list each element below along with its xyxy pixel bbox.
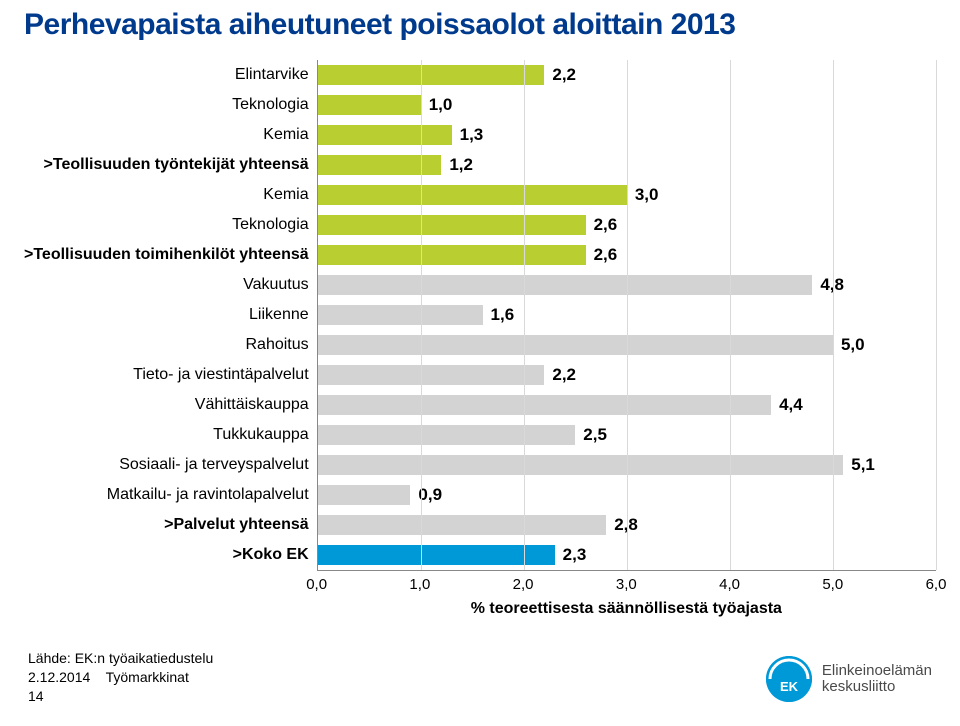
bar [318,215,586,235]
bar-value: 2,8 [606,510,638,540]
bar [318,155,442,175]
x-axis-label: % teoreettisesta säännöllisestä työajast… [317,600,936,618]
category-label: >Teollisuuden työntekijät yhteensä [44,150,309,180]
bar [318,365,545,385]
category-label: Tukkukauppa [213,420,308,450]
x-tick: 4,0 [719,576,740,593]
bar-value: 1,0 [421,90,453,120]
bar [318,485,411,505]
category-label: Teknologia [232,210,309,240]
gridline [833,60,834,570]
category-label: Vähittäiskauppa [195,390,309,420]
bar [318,305,483,325]
bar [318,275,813,295]
bar-value: 2,6 [586,240,618,270]
x-tick: 6,0 [926,576,947,593]
bar-value: 0,9 [410,480,442,510]
bar [318,185,627,205]
category-label: >Palvelut yhteensä [164,510,309,540]
category-label: Matkailu- ja ravintolapalvelut [107,480,309,510]
bar-value: 2,3 [555,540,587,570]
category-label: Kemia [263,180,308,210]
x-tick: 3,0 [616,576,637,593]
bar [318,425,576,445]
footer-series: Työmarkkinat [106,669,189,685]
bar [318,455,844,475]
ek-logo: EK Elinkeinoelämän keskusliitto [766,656,932,702]
x-tick: 0,0 [306,576,327,593]
category-label: Sosiaali- ja terveyspalvelut [119,450,308,480]
x-tick: 1,0 [409,576,430,593]
bar [318,95,421,115]
bar-value: 2,5 [575,420,607,450]
footer-source: Lähde: EK:n työaikatiedustelu [28,649,213,668]
category-label: Teknologia [232,90,309,120]
bar-value: 4,4 [771,390,803,420]
bar [318,335,833,355]
chart: ElintarvikeTeknologiaKemia>Teollisuuden … [24,60,936,600]
bar-value: 2,2 [544,360,576,390]
bar [318,545,555,565]
x-tick: 5,0 [822,576,843,593]
ek-mark-icon: EK [766,656,812,702]
category-label: >Teollisuuden toimihenkilöt yhteensä [24,240,309,270]
category-label: Rahoitus [245,330,308,360]
gridline [936,60,937,570]
bar-value: 5,0 [833,330,865,360]
bar-value: 5,1 [843,450,875,480]
category-label: Elintarvike [235,60,309,90]
bar [318,515,607,535]
bar-value: 1,3 [452,120,484,150]
x-tick: 2,0 [513,576,534,593]
footer-page: 14 [28,687,213,706]
bar-value: 2,2 [544,60,576,90]
category-label: Tieto- ja viestintäpalvelut [133,360,309,390]
bar [318,245,586,265]
category-label: Vakuutus [243,270,309,300]
gridline [524,60,525,570]
bar-value: 1,2 [441,150,473,180]
gridline [421,60,422,570]
footer-date: 2.12.2014 [28,669,90,685]
bar [318,395,771,415]
bar-value: 2,6 [586,210,618,240]
bar-value: 3,0 [627,180,659,210]
gridline [730,60,731,570]
bar-value: 1,6 [483,300,515,330]
logo-text-1: Elinkeinoelämän [822,663,932,680]
y-axis-labels: ElintarvikeTeknologiaKemia>Teollisuuden … [24,60,317,600]
category-label: Kemia [263,120,308,150]
x-axis: % teoreettisesta säännöllisestä työajast… [317,570,936,630]
logo-text-2: keskusliitto [822,679,932,696]
bar-value: 4,8 [812,270,844,300]
category-label: Liikenne [249,300,309,330]
bar [318,65,545,85]
page-title: Perhevapaista aiheutuneet poissaolot alo… [24,8,936,42]
plot-area: 2,21,01,31,23,02,62,64,81,65,02,24,42,55… [317,60,936,600]
gridline [627,60,628,570]
bar [318,125,452,145]
svg-text:EK: EK [780,679,799,694]
footer: Lähde: EK:n työaikatiedustelu 2.12.2014 … [28,649,213,706]
category-label: >Koko EK [233,540,309,570]
